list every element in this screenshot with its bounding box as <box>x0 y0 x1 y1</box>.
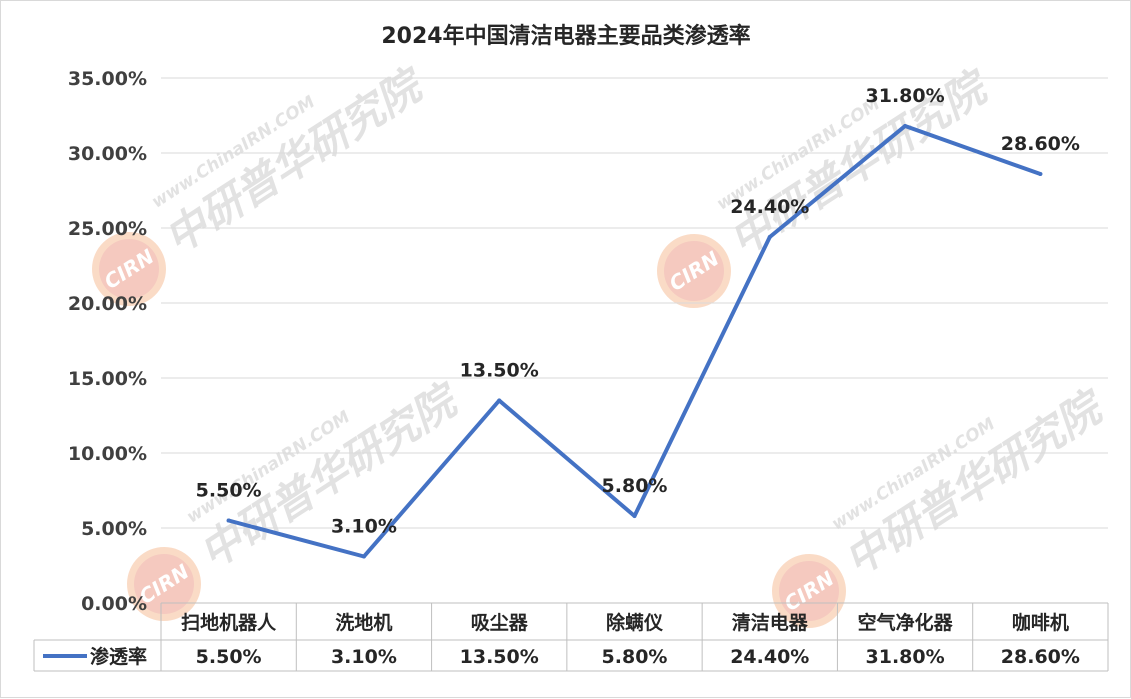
watermark-logo-inner <box>664 241 724 301</box>
data-point <box>1038 172 1043 176</box>
watermark-logo-inner <box>99 239 159 299</box>
table-value-cell: 5.50% <box>196 646 262 668</box>
y-tick-label: 20.00% <box>68 293 147 315</box>
data-point <box>226 518 231 523</box>
data-label: 3.10% <box>331 516 397 538</box>
data-label: 24.40% <box>730 196 809 218</box>
data-label: 31.80% <box>866 85 945 107</box>
x-category-label: 扫地机器人 <box>181 611 277 634</box>
table-value-cell: 31.80% <box>866 646 945 668</box>
watermark-logo-inner <box>779 561 839 621</box>
data-point <box>903 124 908 128</box>
watermark-brand-text: 中研普华研究院 <box>836 380 1115 585</box>
y-tick-label: 5.00% <box>81 518 147 540</box>
y-tick-label: 30.00% <box>68 143 147 165</box>
x-category-label: 洗地机 <box>335 611 392 634</box>
data-label: 13.50% <box>460 360 539 382</box>
legend-series-name: 渗透率 <box>90 645 147 668</box>
x-category-label: 除螨仪 <box>606 611 664 634</box>
table-value-cell: 28.60% <box>1001 646 1080 668</box>
series-layer <box>226 124 1043 559</box>
table-value-cell: 24.40% <box>730 646 809 668</box>
data-label: 5.50% <box>196 480 262 502</box>
data-point <box>767 235 772 239</box>
table-value-cell: 3.10% <box>331 646 397 668</box>
y-tick-label: 10.00% <box>68 443 147 465</box>
watermark-logo-outer <box>92 232 166 306</box>
gridlines <box>161 77 1108 529</box>
data-label: 28.60% <box>1001 133 1080 155</box>
data-label: 5.80% <box>602 475 668 497</box>
y-tick-label: 15.00% <box>68 368 147 390</box>
x-category-label: 空气净化器 <box>858 611 954 634</box>
watermark-logo-outer <box>657 234 731 308</box>
table-value-cell: 13.50% <box>460 646 539 668</box>
y-tick-label: 0.00% <box>81 593 147 615</box>
table-value-cell: 5.80% <box>602 646 668 668</box>
data-labels: 5.50% 3.10% 13.50% 5.80% 24.40% 31.80% 28.60% <box>196 85 1080 538</box>
x-category-label: 清洁电器 <box>732 611 809 634</box>
x-category-label: 吸尘器 <box>471 612 529 634</box>
watermark-logo-outer <box>772 554 846 628</box>
y-tick-label: 25.00% <box>68 218 147 240</box>
x-category-label: 咖啡机 <box>1012 611 1069 634</box>
watermark-logo-inner <box>134 554 194 614</box>
data-point <box>632 514 637 518</box>
data-point <box>361 554 366 559</box>
watermark-brand-text: 中研普华研究院 <box>156 58 435 263</box>
y-axis-ticks: 0.00% 5.00% 10.00% 15.00% 20.00% 25.00% 30.00%… <box>68 68 147 615</box>
y-tick-label: 35.00% <box>68 68 147 90</box>
data-point <box>497 398 502 403</box>
chart-title: 2024年中国清洁电器主要品类渗透率 <box>381 23 750 49</box>
